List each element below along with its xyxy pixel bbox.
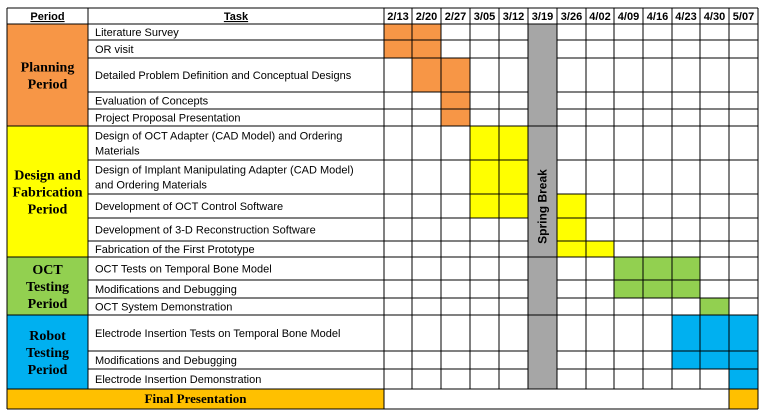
period-label: OCT bbox=[32, 263, 63, 278]
task-label: Development of 3-D Reconstruction Softwa… bbox=[95, 225, 316, 237]
schedule-cell bbox=[672, 257, 700, 280]
schedule-cell bbox=[643, 257, 672, 280]
task-label: Evaluation of Concepts bbox=[95, 96, 209, 108]
week-header: 2/27 bbox=[445, 11, 466, 23]
schedule-cell bbox=[470, 160, 499, 194]
schedule-cell bbox=[643, 280, 672, 298]
schedule-cell bbox=[614, 280, 643, 298]
period-cell-3 bbox=[7, 315, 88, 389]
week-header: 4/09 bbox=[618, 11, 639, 23]
week-header: 3/05 bbox=[474, 11, 495, 23]
schedule-cell bbox=[700, 351, 729, 369]
period-label: Planning bbox=[21, 61, 75, 76]
period-label: Period bbox=[28, 78, 68, 93]
schedule-cell bbox=[672, 280, 700, 298]
final-presentation-label: Final Presentation bbox=[145, 391, 248, 406]
week-header: 3/19 bbox=[532, 11, 553, 23]
schedule-cell bbox=[499, 194, 528, 218]
task-label: Development of OCT Control Software bbox=[95, 201, 283, 213]
schedule-cell bbox=[729, 351, 758, 369]
period-label: Fabrication bbox=[13, 186, 83, 201]
spring-break-column bbox=[528, 24, 557, 389]
schedule-cell bbox=[700, 315, 729, 351]
week-header: 4/16 bbox=[647, 11, 668, 23]
task-label: Modifications and Debugging bbox=[95, 284, 237, 296]
task-label: Electrode Insertion Tests on Temporal Bo… bbox=[95, 328, 340, 340]
schedule-cell bbox=[672, 351, 700, 369]
schedule-cell bbox=[614, 257, 643, 280]
task-label: and Ordering Materials bbox=[95, 180, 207, 192]
week-header: 5/07 bbox=[733, 11, 754, 23]
task-label: Modifications and Debugging bbox=[95, 355, 237, 367]
task-label: Project Proposal Presentation bbox=[95, 113, 241, 125]
period-label: Design and bbox=[14, 169, 81, 184]
period-label: Period bbox=[28, 297, 68, 312]
schedule-cell bbox=[384, 40, 412, 58]
schedule-cell bbox=[729, 315, 758, 351]
final-presentation-bar bbox=[729, 389, 758, 409]
period-header: Period bbox=[30, 11, 64, 23]
week-header: 4/02 bbox=[589, 11, 610, 23]
task-label: Literature Survey bbox=[95, 27, 179, 39]
task-label: Design of OCT Adapter (CAD Model) and Or… bbox=[95, 131, 342, 143]
week-header: 3/26 bbox=[561, 11, 582, 23]
week-header: 2/13 bbox=[387, 11, 408, 23]
schedule-cell bbox=[412, 24, 441, 40]
spring-break-label: Spring Break bbox=[536, 169, 550, 244]
schedule-cell bbox=[700, 298, 729, 315]
period-cell-1 bbox=[7, 126, 88, 257]
task-header: Task bbox=[224, 11, 249, 23]
task-label: Materials bbox=[95, 146, 140, 158]
period-label: Robot bbox=[29, 329, 66, 344]
week-header: 4/30 bbox=[704, 11, 725, 23]
schedule-cell bbox=[499, 126, 528, 160]
task-label: OCT System Demonstration bbox=[95, 302, 232, 314]
task-label: Detailed Problem Definition and Conceptu… bbox=[95, 70, 352, 82]
schedule-cell bbox=[557, 241, 586, 257]
schedule-cell bbox=[470, 126, 499, 160]
final-presentation-cell bbox=[7, 389, 384, 409]
task-label: Electrode Insertion Demonstration bbox=[95, 374, 261, 386]
schedule-cell bbox=[557, 218, 586, 241]
schedule-cell bbox=[412, 40, 441, 58]
week-header: 4/23 bbox=[675, 11, 696, 23]
task-label: Fabrication of the First Prototype bbox=[95, 244, 255, 256]
week-header: 2/20 bbox=[416, 11, 437, 23]
period-cell-2 bbox=[7, 257, 88, 315]
schedule-cell bbox=[729, 369, 758, 389]
schedule-cell bbox=[412, 58, 441, 92]
schedule-cell bbox=[384, 24, 412, 40]
schedule-cell bbox=[441, 92, 470, 109]
period-label: Period bbox=[28, 203, 68, 218]
schedule-cell bbox=[672, 315, 700, 351]
task-label: Design of Implant Manipulating Adapter (… bbox=[95, 165, 354, 177]
task-label: OR visit bbox=[95, 44, 134, 56]
period-cell-0 bbox=[7, 24, 88, 126]
schedule-cell bbox=[586, 241, 614, 257]
schedule-cell bbox=[499, 160, 528, 194]
schedule-cell bbox=[470, 194, 499, 218]
schedule-cell bbox=[557, 194, 586, 218]
schedule-cell bbox=[441, 109, 470, 126]
period-label: Testing bbox=[26, 346, 69, 361]
week-header: 3/12 bbox=[503, 11, 524, 23]
task-label: OCT Tests on Temporal Bone Model bbox=[95, 264, 272, 276]
schedule-cell bbox=[441, 58, 470, 92]
period-label: Testing bbox=[26, 280, 69, 295]
period-label: Period bbox=[28, 363, 68, 378]
